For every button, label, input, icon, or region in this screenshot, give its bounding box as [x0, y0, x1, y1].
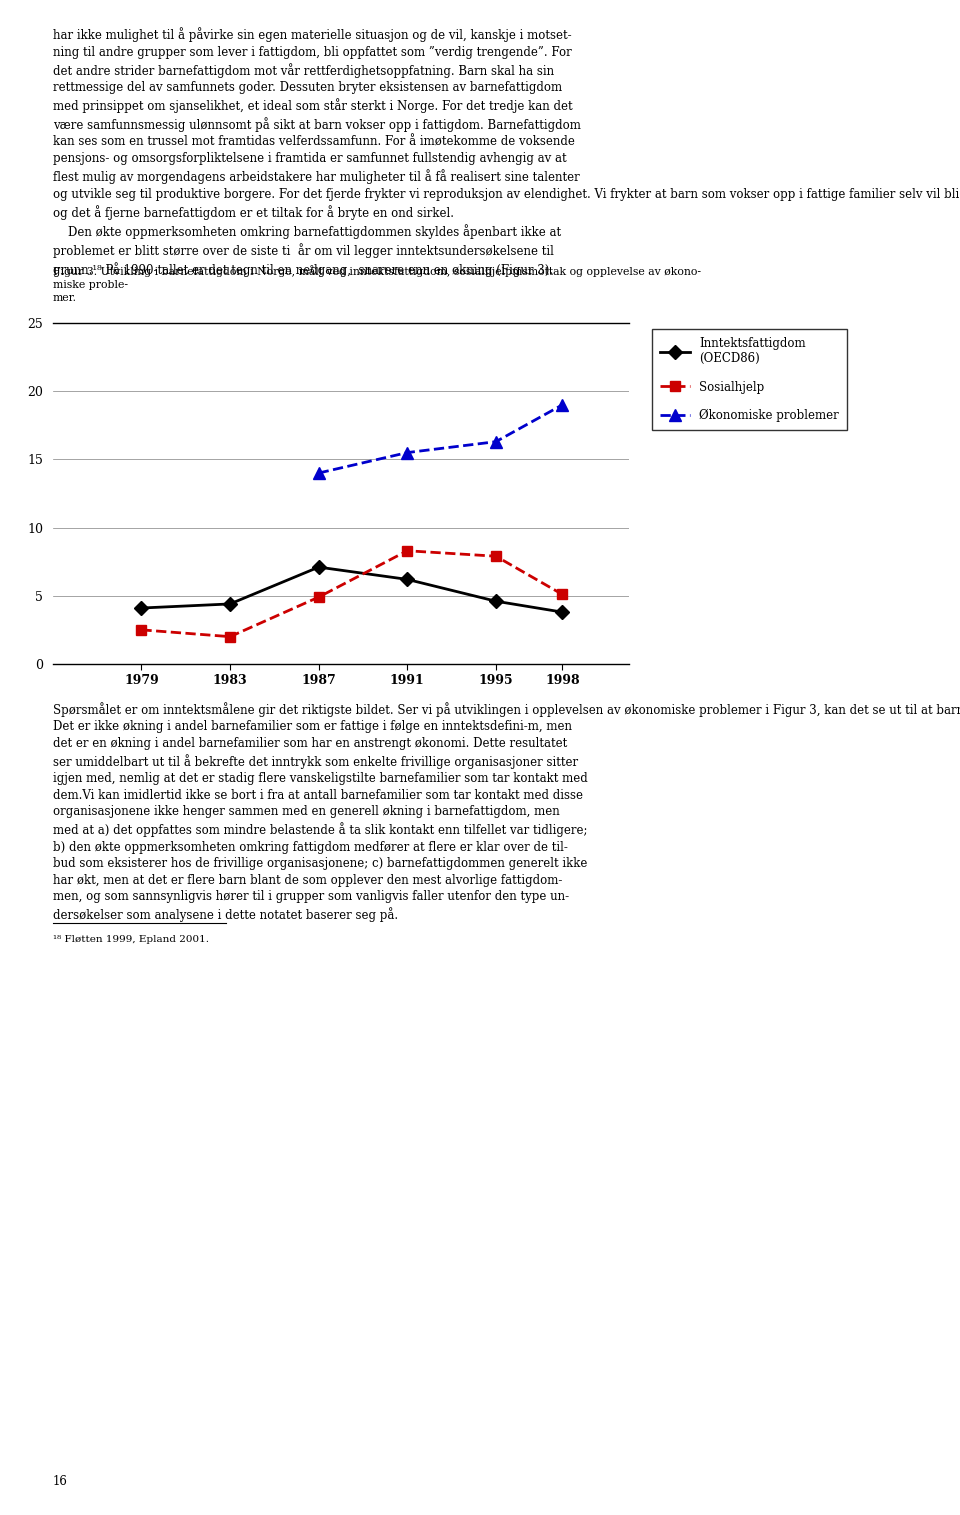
- Text: Figur 3. Utvikling i barnefattigdom i Norge, målt ved inntektsfattigdom, sosialh: Figur 3. Utvikling i barnefattigdom i No…: [53, 265, 701, 303]
- Text: Spørsmålet er om inntektsmålene gir det riktigste bildet. Ser vi på utviklingen : Spørsmålet er om inntektsmålene gir det …: [53, 701, 960, 923]
- Text: har ikke mulighet til å påvirke sin egen materielle situasjon og de vil, kanskje: har ikke mulighet til å påvirke sin egen…: [53, 27, 960, 277]
- Legend: Inntektsfattigdom
(OECD86), Sosialhjelp, Økonomiske problemer: Inntektsfattigdom (OECD86), Sosialhjelp,…: [652, 329, 848, 430]
- Text: 16: 16: [53, 1474, 67, 1488]
- Text: ¹⁸ Fløtten 1999, Epland 2001.: ¹⁸ Fløtten 1999, Epland 2001.: [53, 935, 209, 944]
